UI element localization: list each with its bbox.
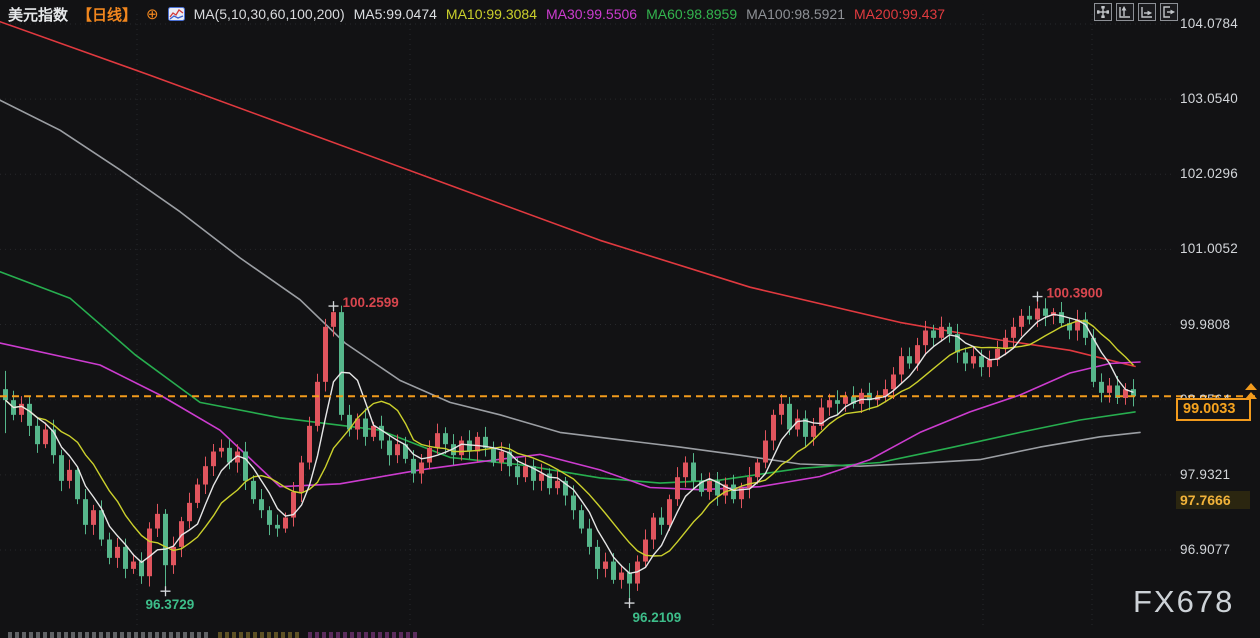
- extreme-marker-icon: [624, 598, 635, 609]
- extreme-marker-icon: [328, 301, 339, 312]
- ma100-value: MA100:98.5921: [746, 6, 845, 22]
- chart-annotation: 100.3900: [1047, 286, 1103, 301]
- price-up-arrows-icon: [1245, 383, 1257, 406]
- axis-tick-label: 104.0784: [1180, 16, 1238, 31]
- ma-summary: MA(5,10,30,60,100,200): [193, 6, 345, 22]
- axis-tick-label: 99.9808: [1180, 317, 1231, 332]
- clipped-text-fragment: [218, 632, 302, 638]
- chart-annotation: 96.3729: [146, 597, 195, 612]
- ma200-value: MA200:99.437: [854, 6, 946, 22]
- ma5-value: MA5:99.0474: [353, 6, 437, 22]
- chart-toolbar: [1094, 3, 1178, 21]
- secondary-price-label: 97.7666: [1176, 491, 1250, 509]
- truncated-indicator-row: [0, 628, 1260, 638]
- chart-header: 美元指数 【日线】 ⊕ MA(5,10,30,60,100,200) MA5:9…: [8, 4, 945, 24]
- clipped-text-fragment: [308, 632, 420, 638]
- y-axis-fit-icon[interactable]: [1116, 3, 1134, 21]
- axis-tick-label: 101.0052: [1180, 241, 1238, 256]
- axis-tick-label: 102.0296: [1180, 166, 1238, 181]
- expand-circle-icon[interactable]: ⊕: [146, 5, 159, 23]
- x-axis-fit-icon[interactable]: [1138, 3, 1156, 21]
- axis-tick-label: 97.9321: [1180, 467, 1231, 482]
- axis-tick-label: 103.0540: [1180, 91, 1238, 106]
- current-price-label: 99.0033: [1176, 398, 1251, 421]
- chart-annotation: 96.2109: [633, 610, 682, 625]
- extreme-marker-icon: [1032, 291, 1043, 302]
- chart-annotation: 100.2599: [343, 295, 399, 310]
- clipped-text-fragment: [8, 632, 210, 638]
- ma60-value: MA60:98.8959: [646, 6, 738, 22]
- watermark: FX678: [1133, 584, 1235, 619]
- ma30-value: MA30:99.5506: [545, 6, 638, 22]
- symbol-title: 美元指数: [8, 6, 69, 24]
- ma10-value: MA10:99.3084: [445, 6, 537, 22]
- interval-label[interactable]: 【日线】: [77, 6, 138, 24]
- expand-right-icon[interactable]: [1160, 3, 1178, 21]
- mini-chart-icon[interactable]: [167, 7, 185, 21]
- extreme-marker-icon: [160, 586, 171, 597]
- pan-icon[interactable]: [1094, 3, 1112, 21]
- axis-tick-label: 96.9077: [1180, 542, 1231, 557]
